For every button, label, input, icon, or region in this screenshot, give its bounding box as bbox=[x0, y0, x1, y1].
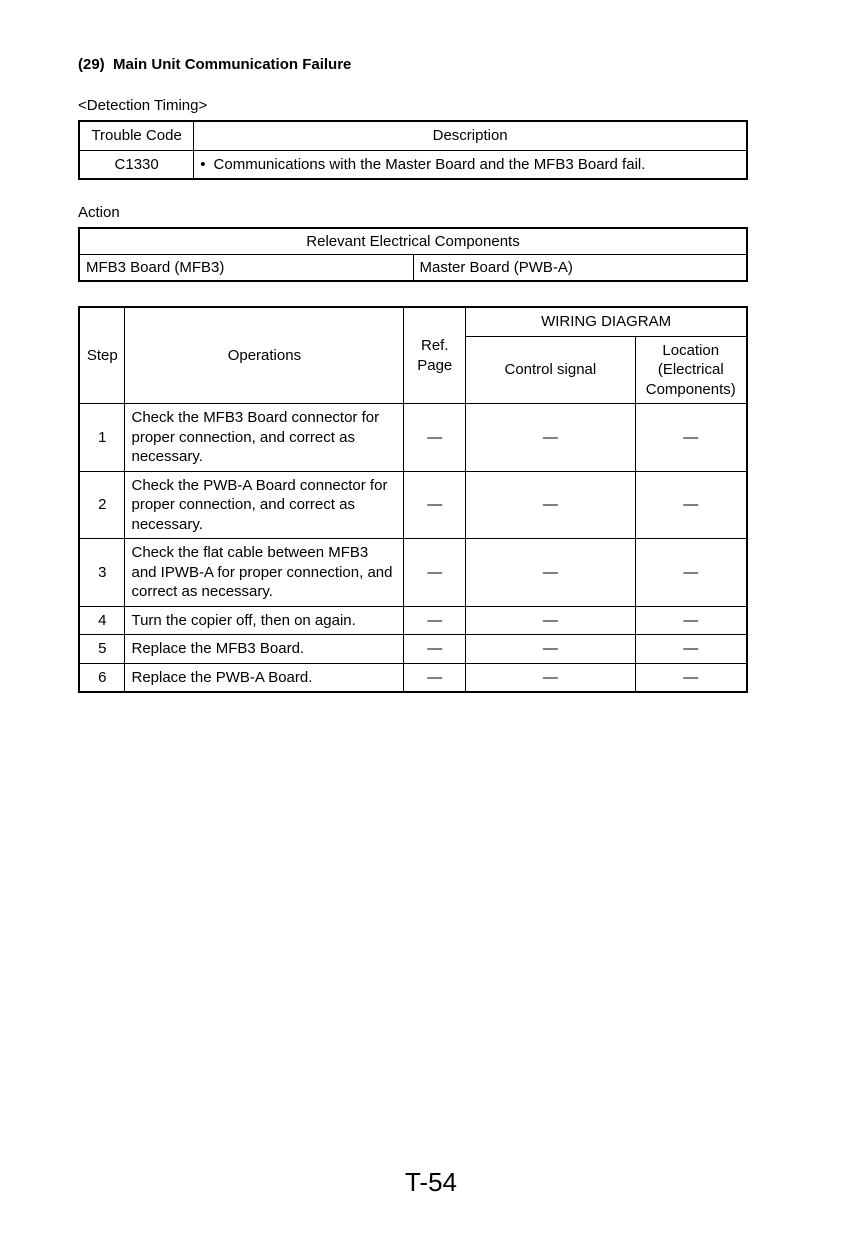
th-components: Relevant Electrical Components bbox=[79, 228, 747, 255]
td-step: 4 bbox=[79, 606, 125, 635]
td-component-left: MFB3 Board (MFB3) bbox=[79, 255, 413, 282]
section-name: Main Unit Communication Failure bbox=[113, 56, 351, 73]
td-step: 5 bbox=[79, 635, 125, 664]
table-row: Trouble Code Description bbox=[79, 121, 747, 150]
table-row: 3 Check the flat cable between MFB3 and … bbox=[79, 539, 747, 607]
table-row: 2 Check the PWB-A Board connector for pr… bbox=[79, 471, 747, 539]
table-row: Step Operations Ref. Page WIRING DIAGRAM bbox=[79, 307, 747, 336]
td-step: 6 bbox=[79, 663, 125, 692]
td-op: Check the MFB3 Board connector for prope… bbox=[125, 404, 404, 472]
td-ref: — bbox=[404, 539, 466, 607]
th-trouble-code: Trouble Code bbox=[79, 121, 194, 150]
td-step: 1 bbox=[79, 404, 125, 472]
section-title: (29) Main Unit Communication Failure bbox=[78, 56, 784, 73]
td-op: Turn the copier off, then on again. bbox=[125, 606, 404, 635]
table-row: Relevant Electrical Components bbox=[79, 228, 747, 255]
td-code: C1330 bbox=[79, 150, 194, 179]
th-control: Control signal bbox=[466, 336, 635, 404]
section-number: (29) bbox=[78, 56, 105, 73]
th-refpage: Ref. Page bbox=[404, 307, 466, 404]
action-heading: Action bbox=[78, 204, 784, 221]
detection-table: Trouble Code Description C1330 Communica… bbox=[78, 120, 748, 180]
td-ctrl: — bbox=[466, 539, 635, 607]
td-ref: — bbox=[404, 635, 466, 664]
table-row: MFB3 Board (MFB3) Master Board (PWB-A) bbox=[79, 255, 747, 282]
td-op: Check the flat cable between MFB3 and IP… bbox=[125, 539, 404, 607]
table-row: 5 Replace the MFB3 Board. — — — bbox=[79, 635, 747, 664]
th-operations: Operations bbox=[125, 307, 404, 404]
td-loc: — bbox=[635, 663, 747, 692]
detection-heading: <Detection Timing> bbox=[78, 97, 784, 114]
td-ctrl: — bbox=[466, 606, 635, 635]
table-row: 6 Replace the PWB-A Board. — — — bbox=[79, 663, 747, 692]
td-step: 3 bbox=[79, 539, 125, 607]
table-row: C1330 Communications with the Master Boa… bbox=[79, 150, 747, 179]
td-step: 2 bbox=[79, 471, 125, 539]
td-ref: — bbox=[404, 471, 466, 539]
th-description: Description bbox=[194, 121, 747, 150]
td-loc: — bbox=[635, 539, 747, 607]
components-table: Relevant Electrical Components MFB3 Boar… bbox=[78, 227, 748, 282]
td-ctrl: — bbox=[466, 471, 635, 539]
td-loc: — bbox=[635, 404, 747, 472]
td-ref: — bbox=[404, 663, 466, 692]
steps-table: Step Operations Ref. Page WIRING DIAGRAM… bbox=[78, 306, 748, 693]
td-op: Replace the PWB-A Board. bbox=[125, 663, 404, 692]
td-loc: — bbox=[635, 471, 747, 539]
td-loc: — bbox=[635, 606, 747, 635]
table-row: 4 Turn the copier off, then on again. — … bbox=[79, 606, 747, 635]
td-ref: — bbox=[404, 404, 466, 472]
td-ctrl: — bbox=[466, 635, 635, 664]
th-step: Step bbox=[79, 307, 125, 404]
td-ref: — bbox=[404, 606, 466, 635]
td-op: Replace the MFB3 Board. bbox=[125, 635, 404, 664]
td-op: Check the PWB-A Board connector for prop… bbox=[125, 471, 404, 539]
td-desc: Communications with the Master Board and… bbox=[194, 150, 747, 179]
table-row: 1 Check the MFB3 Board connector for pro… bbox=[79, 404, 747, 472]
td-loc: — bbox=[635, 635, 747, 664]
td-ctrl: — bbox=[466, 404, 635, 472]
th-location: Location (Electrical Components) bbox=[635, 336, 747, 404]
td-component-right: Master Board (PWB-A) bbox=[413, 255, 747, 282]
td-ctrl: — bbox=[466, 663, 635, 692]
th-wiring: WIRING DIAGRAM bbox=[466, 307, 747, 336]
page-number: T-54 bbox=[0, 1167, 862, 1198]
